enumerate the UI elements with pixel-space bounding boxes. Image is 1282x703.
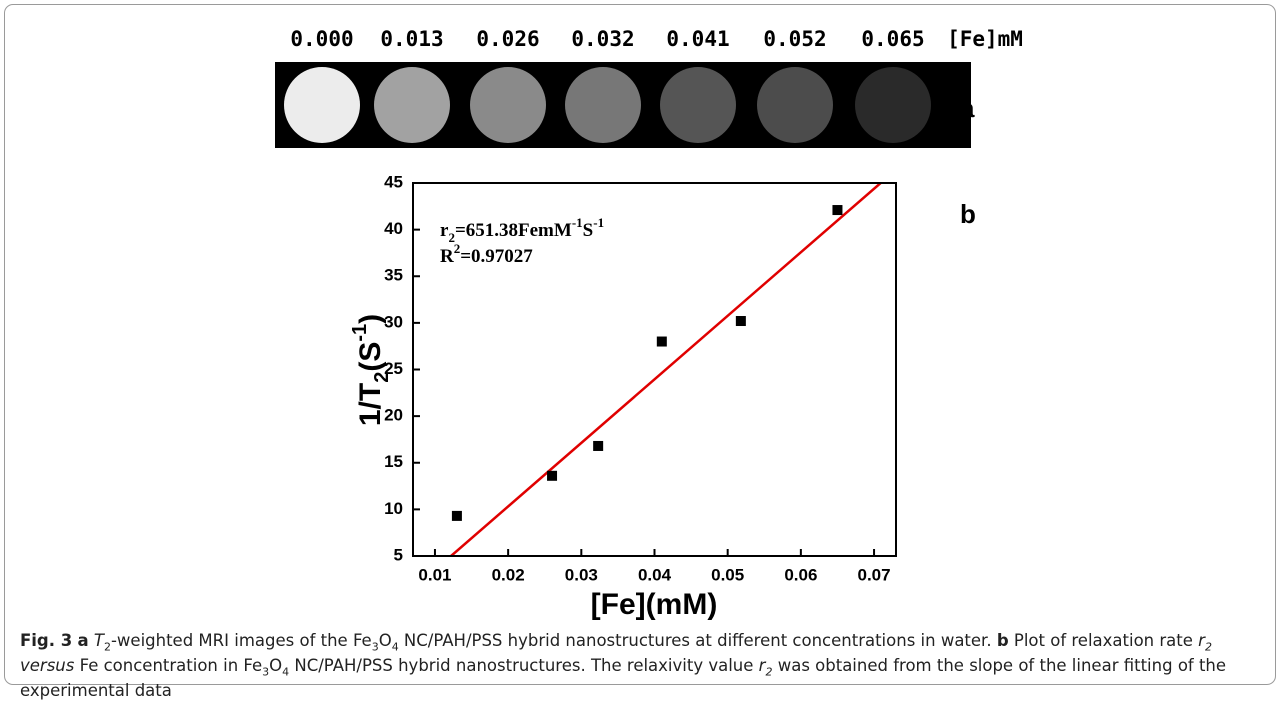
concentration-label: 0.065 bbox=[861, 27, 924, 51]
annotation-part: =651.38FemM bbox=[455, 220, 572, 241]
concentration-label: 0.026 bbox=[476, 27, 539, 51]
x-tick-label: 0.01 bbox=[418, 565, 451, 584]
concentration-label: 0.041 bbox=[666, 27, 729, 51]
data-point bbox=[452, 511, 462, 521]
caption-part: a bbox=[77, 631, 88, 650]
caption-part: 3 bbox=[372, 640, 379, 653]
y-tick-label: 20 bbox=[384, 406, 403, 425]
y-label-part: 1/T bbox=[354, 383, 387, 426]
annotation-part: S bbox=[583, 220, 594, 241]
x-axis-label: [Fe](mM) bbox=[591, 588, 718, 621]
caption-part: Fig. 3 bbox=[20, 631, 72, 650]
mri-sample bbox=[757, 67, 833, 143]
y-tick-label: 45 bbox=[384, 172, 403, 191]
x-tick-label: 0.06 bbox=[784, 565, 817, 584]
caption-part: T bbox=[94, 631, 104, 650]
y-tick-label: 10 bbox=[384, 499, 403, 518]
data-point bbox=[547, 471, 557, 481]
data-point bbox=[832, 205, 842, 215]
annotation-part: R bbox=[440, 246, 454, 267]
y-tick-label: 15 bbox=[384, 452, 403, 471]
concentration-label: 0.000 bbox=[290, 27, 353, 51]
x-tick-label: 0.07 bbox=[857, 565, 890, 584]
y-tick-label: 5 bbox=[394, 545, 403, 564]
caption-part: 2 bbox=[104, 640, 111, 653]
caption-part: 4 bbox=[392, 640, 399, 653]
y-label-part: (S bbox=[354, 342, 387, 372]
mri-sample bbox=[660, 67, 736, 143]
figure: a b r2=651.38FemM-1S-1 R2=0.97027 [Fe](m… bbox=[0, 0, 1282, 625]
annotation-part: =0.97027 bbox=[460, 246, 533, 267]
annotation: R2=0.97027 bbox=[440, 241, 533, 267]
x-tick-label: 0.05 bbox=[711, 565, 744, 584]
panel-label: b bbox=[960, 199, 976, 229]
x-tick-label: 0.04 bbox=[638, 565, 672, 584]
caption-part: NC/PAH/PSS hybrid nanostructures at diff… bbox=[399, 631, 992, 650]
mri-sample bbox=[855, 67, 931, 143]
page: a b r2=651.38FemM-1S-1 R2=0.97027 [Fe](m… bbox=[0, 0, 1282, 691]
caption-part: -weighted MRI images of the Fe bbox=[111, 631, 372, 650]
mri-sample bbox=[470, 67, 546, 143]
x-tick-label: 0.03 bbox=[565, 565, 598, 584]
y-tick-label: 25 bbox=[384, 359, 403, 378]
caption-part: NC/PAH/PSS hybrid nanostructures. The re… bbox=[289, 656, 753, 675]
caption-part: 2 bbox=[1205, 640, 1212, 653]
annotation: r2=651.38FemM-1S-1 bbox=[440, 215, 604, 245]
annotation-part: -1 bbox=[572, 215, 583, 230]
annotation-part: -1 bbox=[593, 215, 604, 230]
caption-part: O bbox=[269, 656, 282, 675]
data-point bbox=[736, 316, 746, 326]
data-point bbox=[593, 441, 603, 451]
mri-sample bbox=[565, 67, 641, 143]
caption-part: r bbox=[1198, 631, 1205, 650]
y-label-part: -1 bbox=[349, 324, 371, 342]
concentration-label: 0.032 bbox=[571, 27, 634, 51]
panel-label: a bbox=[960, 93, 975, 123]
caption-part: b bbox=[997, 631, 1009, 650]
y-tick-label: 30 bbox=[384, 312, 403, 331]
x-tick-label: 0.02 bbox=[492, 565, 525, 584]
unit-label: [Fe]mM bbox=[947, 27, 1023, 51]
mri-sample bbox=[374, 67, 450, 143]
concentration-label: 0.013 bbox=[380, 27, 443, 51]
y-label-part: ) bbox=[354, 314, 387, 324]
y-tick-label: 40 bbox=[384, 219, 403, 238]
concentration-label: 0.052 bbox=[763, 27, 826, 51]
y-tick-label: 35 bbox=[384, 266, 403, 285]
mri-sample bbox=[284, 67, 360, 143]
data-point bbox=[657, 337, 667, 347]
caption-part: Fe concentration in Fe bbox=[80, 656, 263, 675]
caption-part: versus bbox=[20, 656, 74, 675]
caption-part: Plot of relaxation rate bbox=[1014, 631, 1193, 650]
caption: Fig. 3 a T2-weighted MRI images of the F… bbox=[20, 628, 1265, 703]
caption-part: O bbox=[379, 631, 392, 650]
